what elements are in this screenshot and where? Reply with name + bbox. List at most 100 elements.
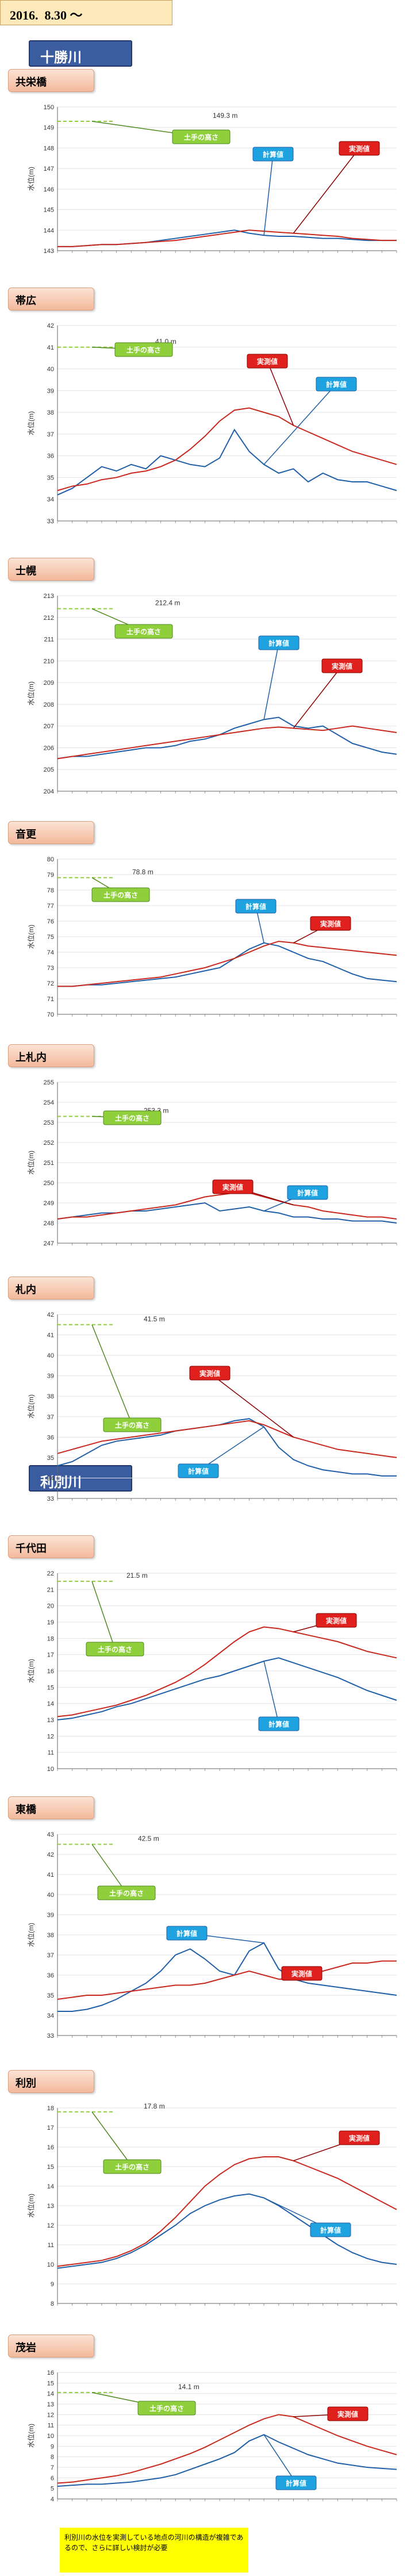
calc-callout-text: 計算値 [268,1720,289,1728]
series-calc-line [57,716,397,760]
levee-callout-box [114,624,173,639]
y-tick-label: 39 [47,1373,54,1380]
y-axis-label: 水位(m) [26,2194,35,2218]
series-obs-line [57,229,397,247]
y-tick-label: 41 [47,344,54,351]
y-tick-label: 212 [44,615,54,622]
obs-callout-text: 実測値 [320,919,341,928]
y-tick-label: 39 [47,1912,54,1919]
station-box-kamisatsunai: 上札内 [8,1044,94,1067]
y-tick-label: 149 [44,125,54,132]
series-calc-line [57,2193,397,2269]
obs-callout-text: 実測値 [326,1616,347,1625]
obs-callout-box [327,2406,368,2421]
y-tick-label: 34 [47,496,54,503]
obs-callout-box [321,658,363,673]
levee-callout-pointer [91,1324,133,1425]
calc-callout-box [178,1463,219,1478]
series-obs-line [57,1626,397,1718]
y-tick-label: 147 [44,166,54,172]
y-tick-label: 206 [44,745,54,752]
y-tick-label: 255 [44,1079,54,1086]
y-tick-label: 40 [47,1892,54,1899]
y-tick-label: 34 [47,2012,54,2019]
calc-callout-pointer [263,1661,279,1724]
y-tick-label: 211 [44,637,54,643]
y-tick-label: 78 [47,887,54,894]
y-tick-label: 13 [47,1717,54,1724]
series-obs-line [57,1420,397,1458]
y-tick-label: 12 [47,2412,54,2418]
y-tick-label: 7 [51,2464,54,2471]
calc-callout-text: 計算値 [268,639,289,647]
levee-value-label: 14.1 m [178,2383,199,2391]
station-box-kyoeibashi: 共栄橋 [8,69,94,92]
levee-callout-pointer [91,1581,116,1650]
y-tick-label: 42 [47,1851,54,1858]
y-tick-label: 15 [47,2164,54,2171]
calc-callout-box [258,1716,300,1731]
calc-callout-pointer [263,384,337,465]
calc-callout-box [275,2475,317,2490]
obs-callout-pointer [293,148,360,234]
y-tick-label: 42 [47,323,54,329]
y-tick-label: 43 [47,1831,54,1838]
y-tick-label: 15 [47,2380,54,2387]
y-tick-label: 18 [47,1635,54,1642]
y-tick-label: 10 [47,2433,54,2440]
series-calc-line [57,1657,397,1720]
y-tick-label: 36 [47,453,54,460]
y-tick-label: 150 [44,104,54,111]
y-tick-label: 79 [47,872,54,879]
y-tick-label: 253 [44,1120,54,1126]
obs-callout-text: 実測値 [222,1183,243,1191]
obs-callout-box [316,1613,357,1628]
y-tick-label: 74 [47,949,54,956]
y-tick-label: 33 [47,518,54,525]
y-tick-label: 144 [44,227,54,234]
y-axis-label: 水位(m) [26,411,35,435]
y-tick-label: 207 [44,723,54,730]
y-tick-label: 13 [47,2401,54,2408]
y-tick-label: 77 [47,903,54,910]
y-tick-label: 72 [47,980,54,987]
y-tick-label: 252 [44,1140,54,1147]
y-tick-label: 4 [51,2496,54,2503]
y-tick-label: 21 [47,1586,54,1593]
calc-callout-pointer [263,2434,297,2483]
y-tick-label: 73 [47,965,54,972]
series-calc-line [57,1202,397,1224]
levee-callout-box [97,1885,156,1900]
calc-callout-pointer [198,1426,264,1471]
y-axis-label: 水位(m) [26,1151,35,1175]
levee-callout-box [103,1417,162,1432]
obs-callout-box [339,141,380,156]
y-tick-label: 80 [47,856,54,863]
chart-higashibashi: 33 34 35 36 37 38 39 40 41 42 43 水位(m) 42.5 m 土手の高さ計算… [26,1831,397,2040]
series-calc-line [57,1942,397,2012]
series-calc-line [57,942,397,987]
obs-callout-text: 実測値 [337,2410,358,2418]
levee-value-label: 212.4 m [155,599,180,607]
y-axis-label: 水位(m) [26,925,35,949]
y-tick-label: 36 [47,1972,54,1979]
y-tick-label: 11 [48,2422,54,2429]
y-tick-label: 247 [44,1240,54,1247]
levee-value-label: 17.8 m [144,2102,165,2110]
y-tick-label: 42 [47,1312,54,1318]
y-tick-label: 9 [51,2281,54,2288]
series-obs-line [57,725,397,760]
obs-callout-box [212,1179,254,1194]
y-tick-label: 15 [47,1684,54,1691]
y-tick-label: 11 [48,2242,54,2249]
y-tick-label: 37 [47,1414,54,1421]
y-tick-label: 10 [47,2261,54,2268]
river-title-tokachi: 十勝川 [29,40,132,67]
calc-callout-text: 計算値 [263,150,283,159]
levee-callout-text: 土手の高さ [98,1645,132,1654]
y-tick-label: 35 [47,1455,54,1462]
